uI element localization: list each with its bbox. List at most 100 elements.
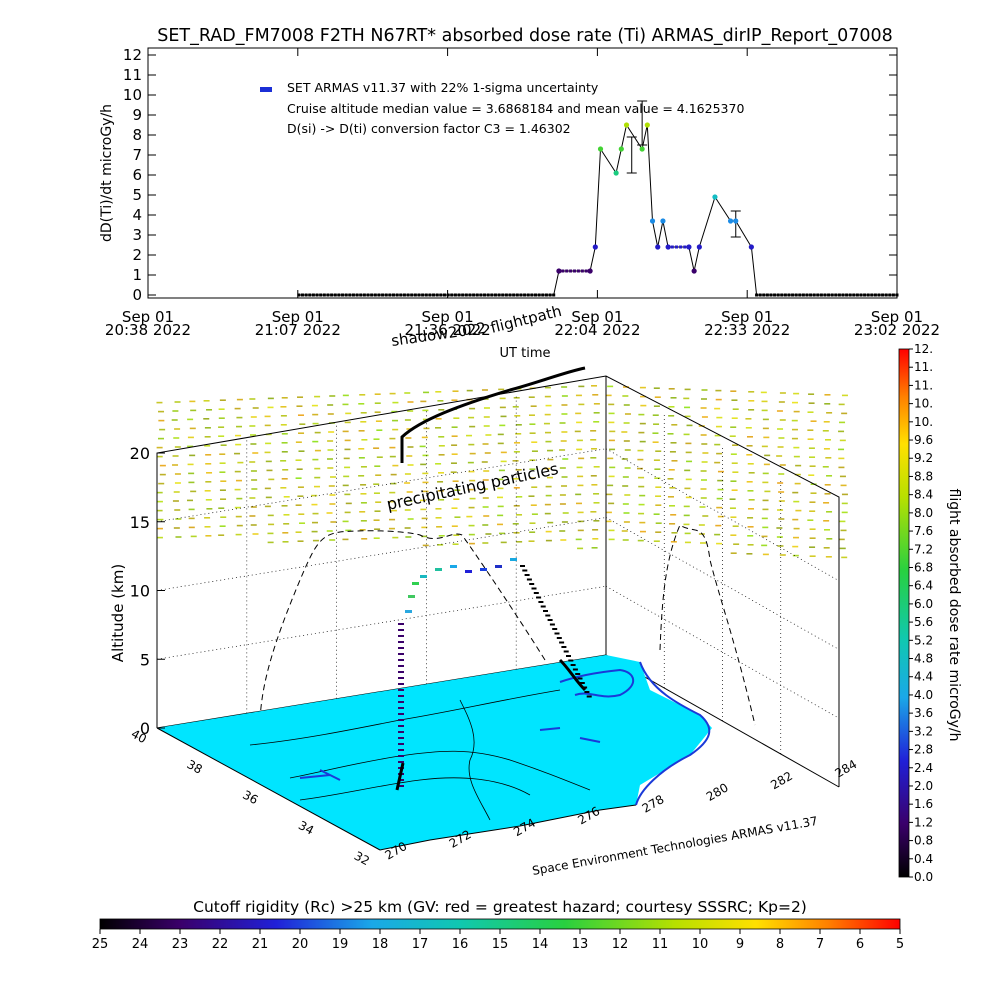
particle-mark [622,539,629,541]
rigidity-colorbar-gradient [99,918,901,930]
altitude-tick-label: 0 [140,719,150,738]
particle-mark [375,474,382,476]
dose-colorbar-tick-label: 1.6 [914,797,933,811]
particle-mark [205,454,212,456]
particle-mark [810,420,817,422]
particle-mark [623,404,630,406]
state-border-4 [459,699,491,821]
flightpath-ground-track [395,762,405,791]
particle-mark [159,464,166,467]
particle-mark [839,520,846,523]
particle-mark [249,461,256,463]
particle-mark [655,495,662,497]
particle-mark [605,511,612,514]
series-marker [384,293,388,297]
particle-mark [839,475,846,478]
legend-marker [260,87,272,92]
longitude-tick-label: 278 [640,792,667,816]
particle-mark [189,400,196,403]
particle-mark [791,437,798,440]
series-marker [457,293,461,297]
particle-mark [156,401,163,404]
particle-mark [420,508,427,511]
particle-mark [312,413,319,416]
particle-mark [390,482,397,485]
particle-mark [702,515,709,517]
particle-mark [638,431,645,434]
particle-mark [512,523,519,525]
particle-mark [731,462,738,464]
particle-mark [249,398,256,400]
particle-mark [280,406,287,408]
particle-mark [702,452,709,454]
particle-mark [840,529,847,532]
rigidity-colorbar-tick-label: 7 [816,937,824,952]
particle-mark [376,429,383,431]
flightpath-descent-mark [540,605,546,608]
particle-mark [547,449,554,452]
particle-mark [638,503,645,506]
flightpath-descent-mark [520,565,525,567]
particle-mark [236,497,243,500]
particle-mark [314,449,321,452]
particle-mark [345,502,352,505]
longitude-tick-label: 284 [833,757,860,781]
particle-mark [329,539,336,541]
particle-mark [514,415,521,417]
particle-mark [203,418,210,420]
particle-mark [359,511,366,513]
series-marker [311,293,315,297]
particle-mark [404,419,411,421]
particle-mark [266,469,273,472]
flightpath-climb-mark [398,677,404,679]
particle-mark [652,441,659,443]
series-point [691,268,697,274]
particle-mark [174,473,181,475]
particle-mark [686,424,693,427]
particle-mark [809,537,816,539]
particle-mark [281,505,288,507]
flightpath-descent-mark [533,592,539,594]
particle-mark [838,466,845,469]
particle-mark [624,494,631,496]
particle-mark [824,493,831,495]
particle-mark [546,476,553,479]
particle-mark [685,478,692,481]
particle-mark [559,494,566,496]
particle-mark [204,526,211,528]
particle-mark [343,475,350,478]
particle-mark [206,409,213,411]
particle-mark [747,508,754,510]
particle-mark [762,481,769,484]
particle-mark [670,397,677,399]
latitude-tick-label: 34 [296,818,316,838]
particle-mark [203,400,210,402]
particle-mark [609,448,616,451]
series-point [727,218,734,224]
particle-mark [716,506,723,509]
series-marker [683,245,687,249]
particle-mark [608,439,615,442]
y-tick-label: 0 [132,286,142,304]
series-marker [773,293,777,297]
particle-mark [389,518,396,521]
particle-mark [655,531,662,533]
particle-mark [761,400,768,403]
particle-mark [388,500,395,503]
particle-mark [326,512,333,514]
particle-mark [575,412,582,415]
dose-colorbar-label: flight absorbed dose rate microGy/h [946,489,962,742]
series-marker [576,269,580,273]
particle-mark [623,386,630,388]
particle-mark [312,440,319,443]
particle-mark [265,442,272,445]
particle-mark [218,426,225,428]
particle-mark [529,432,536,434]
particle-mark [544,467,551,470]
flightpath-descent-mark [577,677,583,680]
flightpath-cruise-mark [465,570,472,573]
particle-mark [762,526,769,529]
particle-mark [173,527,180,529]
particle-mark [483,407,490,409]
legend-conversion-line: D(si) -> D(ti) conversion factor C3 = 1.… [287,121,571,136]
